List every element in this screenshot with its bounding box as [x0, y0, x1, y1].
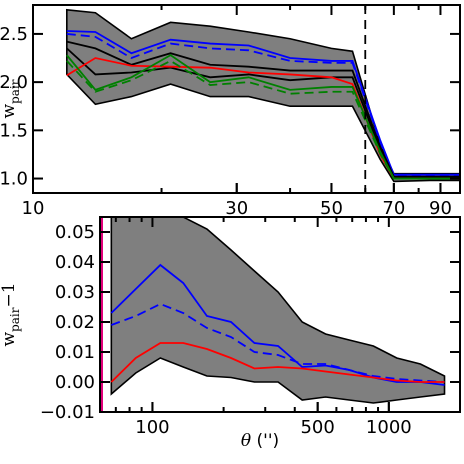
x-label-symbol: θ — [241, 431, 251, 451]
y-tick-label: 0.04 — [55, 252, 95, 273]
x-label-unit: ('') — [251, 431, 279, 451]
top-ticks-group: 1.0 1.5 2.0 2.5 10 30 50 70 90 — [0, 5, 461, 219]
series-line-2 — [66, 33, 460, 177]
bottom-ticks-group: −0.01 0.00 0.01 0.02 0.03 0.04 0.05 100 500 1000 — [40, 217, 461, 438]
bottom-ylabel-main: w — [0, 332, 19, 347]
series-line-2 — [111, 303, 445, 383]
y-tick-label: 0.03 — [55, 282, 95, 303]
x-tick-label: 90 — [429, 198, 452, 219]
top-panel: 1.0 1.5 2.0 2.5 10 30 50 70 90 wpair — [0, 4, 461, 219]
y-tick-label: −0.01 — [40, 402, 95, 423]
x-tick-label: 1000 — [366, 417, 412, 438]
y-tick-label: 1.5 — [0, 120, 28, 141]
bottom-series-group — [110, 263, 445, 386]
y-tick-label: 2.0 — [0, 72, 28, 93]
x-tick-label: 500 — [300, 417, 334, 438]
bottom-axes-frame — [99, 216, 461, 413]
top-ylabel-sub: pair — [8, 79, 22, 104]
y-tick-label: 0.02 — [55, 312, 95, 333]
top-series-group — [66, 30, 460, 180]
top-ylabel-main: w — [0, 103, 19, 118]
series-line-1 — [110, 263, 445, 386]
bottom-y-axis-label: wpair−1 — [0, 282, 22, 346]
bottom-ylabel-tail: −1 — [0, 282, 19, 307]
x-tick-label: 70 — [382, 198, 405, 219]
x-tick-label: 50 — [320, 198, 343, 219]
y-tick-label: 2.5 — [0, 24, 28, 45]
error-band — [66, 8, 461, 183]
series-line-7 — [66, 59, 460, 180]
y-tick-label: 0.05 — [55, 222, 95, 243]
y-tick-label: 0.00 — [55, 372, 95, 393]
y-tick-label: 0.01 — [55, 342, 95, 363]
top-error-band-group — [66, 8, 461, 183]
top-y-axis-label: wpair — [0, 79, 22, 118]
series-line-3 — [110, 342, 445, 383]
y-tick-label: 1.0 — [0, 169, 28, 190]
bottom-ylabel-sub: pair — [8, 307, 22, 332]
bottom-x-axis-label: θ ('') — [241, 431, 279, 451]
x-tick-label: 10 — [22, 198, 45, 219]
bottom-error-band-group — [110, 216, 446, 404]
x-tick-label: 100 — [135, 417, 169, 438]
x-tick-label: 30 — [225, 198, 248, 219]
top-axes-frame — [32, 4, 461, 194]
error-band — [110, 216, 446, 404]
